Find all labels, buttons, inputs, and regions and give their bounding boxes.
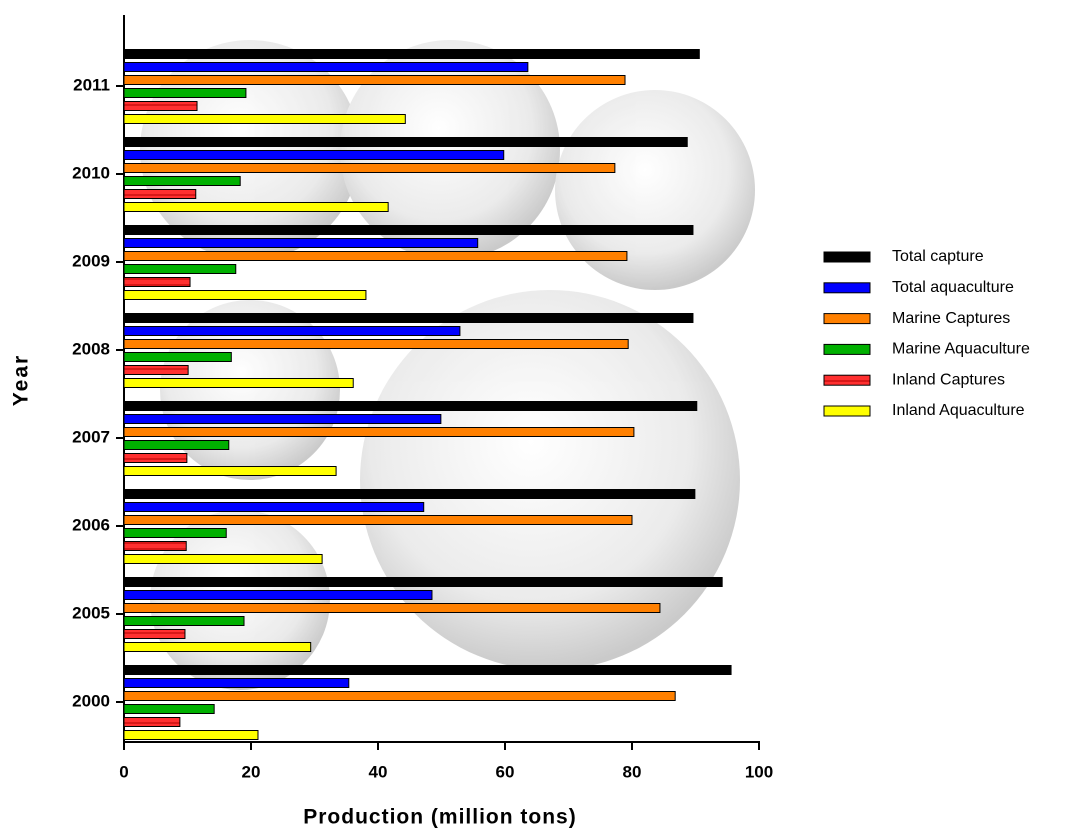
y-tick-label: 2011	[73, 75, 110, 94]
x-tick-label: 60	[496, 762, 515, 781]
bar	[124, 666, 731, 675]
legend-label: Inland Aquaculture	[892, 402, 1025, 419]
bar	[124, 76, 625, 85]
bar	[124, 340, 628, 349]
bar	[124, 467, 336, 476]
x-axis-label: Production (million tons)	[303, 806, 576, 829]
legend-label: Inland Captures	[892, 371, 1005, 388]
x-tick-label: 80	[623, 762, 642, 781]
bar	[124, 89, 246, 98]
bar	[124, 239, 478, 248]
x-tick-label: 100	[745, 762, 773, 781]
y-tick-label: 2005	[72, 603, 110, 622]
bar	[124, 516, 632, 525]
bar	[124, 617, 244, 626]
y-tick-label: 2010	[72, 163, 110, 182]
x-tick-label: 20	[242, 762, 261, 781]
legend-swatch	[824, 252, 870, 262]
bar	[124, 314, 693, 323]
x-tick-label: 0	[119, 762, 128, 781]
y-tick-label: 2000	[72, 691, 110, 710]
bar	[124, 379, 353, 388]
bar	[124, 503, 424, 512]
bar	[124, 252, 627, 261]
bar	[124, 63, 528, 72]
y-tick-label: 2009	[72, 251, 110, 270]
bar	[124, 278, 190, 287]
bar	[124, 50, 699, 59]
legend-label: Total capture	[892, 248, 984, 265]
bar	[124, 327, 460, 336]
bar	[124, 441, 229, 450]
y-tick-label: 2008	[72, 339, 110, 358]
bar	[124, 529, 226, 538]
bar	[124, 679, 349, 688]
bar	[124, 115, 405, 124]
bar	[124, 265, 236, 274]
legend-swatch	[824, 406, 870, 416]
bar	[124, 402, 697, 411]
bar	[124, 555, 322, 564]
bar	[124, 630, 185, 639]
bar	[124, 454, 187, 463]
bar	[124, 164, 615, 173]
chart: Production (million tons) Year 0 20 40 60 80…	[0, 0, 1075, 831]
bar	[124, 366, 188, 375]
legend-swatch	[824, 344, 870, 354]
bar	[124, 415, 441, 424]
bar	[124, 692, 675, 701]
bar	[124, 203, 388, 212]
bar	[124, 490, 695, 499]
bar	[124, 102, 197, 111]
bar	[124, 138, 687, 147]
legend-swatch	[824, 314, 870, 324]
legend-label: Marine Aquaculture	[892, 341, 1030, 358]
bar	[124, 428, 634, 437]
bar	[124, 177, 240, 186]
y-axis-label: Year	[10, 354, 33, 406]
bar	[124, 226, 693, 235]
y-tick-label: 2006	[72, 515, 110, 534]
bar	[124, 643, 311, 652]
legend-swatch	[824, 375, 870, 385]
bar	[124, 542, 186, 551]
bar	[124, 578, 722, 587]
bar	[124, 705, 214, 714]
bar	[124, 353, 231, 362]
x-tick-label: 40	[369, 762, 388, 781]
bar	[124, 718, 180, 727]
bar	[124, 190, 196, 199]
bar	[124, 591, 432, 600]
y-tick-label: 2007	[72, 427, 110, 446]
legend-label: Marine Captures	[892, 310, 1010, 327]
bar	[124, 291, 366, 300]
bar	[124, 731, 258, 740]
bar	[124, 604, 660, 613]
legend-swatch	[824, 283, 870, 293]
bar	[124, 151, 504, 160]
legend-label: Total aquaculture	[892, 279, 1014, 296]
